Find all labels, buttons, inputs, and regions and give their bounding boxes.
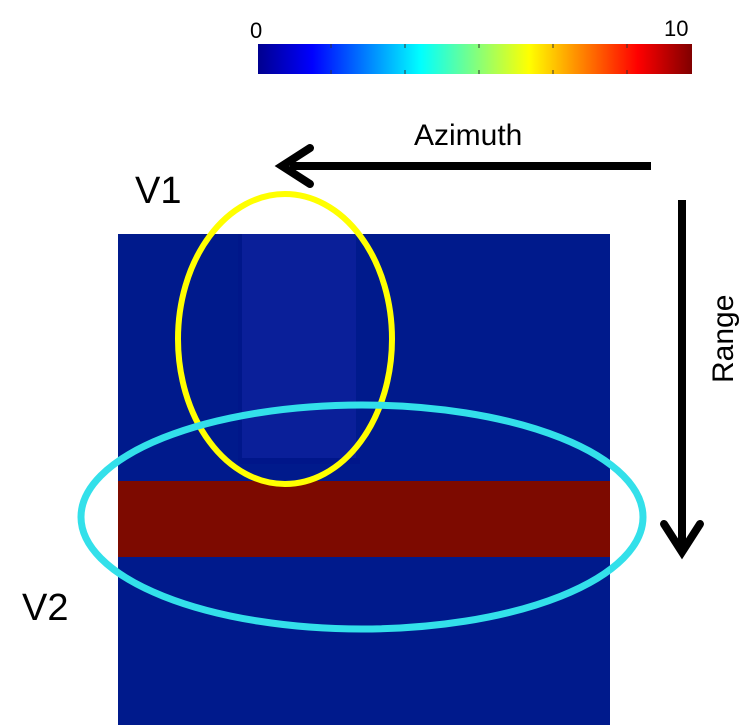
range-label: Range <box>707 295 740 383</box>
v2-band <box>118 481 610 557</box>
sar-image <box>118 234 610 725</box>
colorbar-min-label: 0 <box>250 18 262 43</box>
colorbar: 0 10 <box>250 16 692 74</box>
v1-strip-bottom <box>238 458 360 464</box>
colorbar-gradient <box>258 44 692 74</box>
v1-strip-left-edge <box>238 234 242 460</box>
v2-label: V2 <box>22 587 68 629</box>
colorbar-max-label: 10 <box>664 16 688 41</box>
image-background <box>118 234 610 725</box>
azimuth-label: Azimuth <box>414 119 522 152</box>
range-arrow: Range <box>660 200 740 560</box>
colorbar-ticks <box>330 44 628 74</box>
v1-strip <box>242 234 356 460</box>
azimuth-arrow: Azimuth <box>274 119 651 188</box>
v2-ellipse <box>77 401 647 633</box>
v1-label: V1 <box>135 170 181 212</box>
v1-ellipse <box>175 191 395 487</box>
